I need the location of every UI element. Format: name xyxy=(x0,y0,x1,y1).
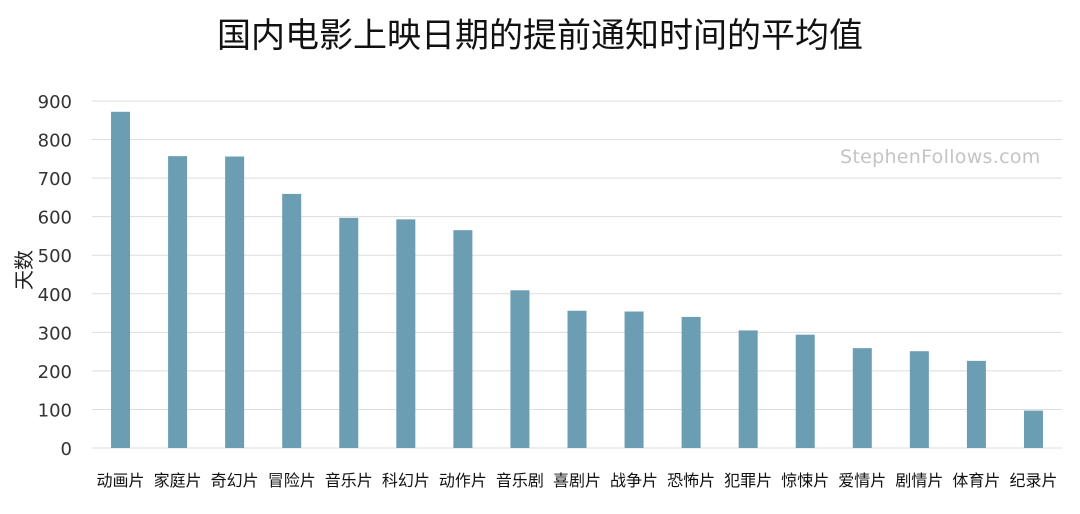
y-tick-label: 0 xyxy=(61,439,72,460)
x-tick-label: 体育片 xyxy=(952,471,1000,490)
y-tick-label: 800 xyxy=(38,131,72,152)
bar xyxy=(966,360,986,448)
x-tick-label: 喜剧片 xyxy=(553,471,601,490)
x-tick-labels: 动画片 家庭片 奇幻片 冒险片 音乐片 科幻片 动作片 音乐剧 喜剧片 战争片 恐怖片 犯罪片 惊悚片爱… xyxy=(97,471,1058,490)
bar xyxy=(624,311,644,448)
bar xyxy=(681,316,701,448)
bar xyxy=(453,230,473,448)
y-tick-label: 200 xyxy=(38,362,72,383)
x-tick-label: 冒险片 xyxy=(268,471,316,490)
x-tick-label: 科幻片 xyxy=(382,471,430,490)
watermark: StephenFollows.com xyxy=(840,146,1041,168)
chart-title: 国内电影上映日期的提前通知时间的平均值 xyxy=(217,16,863,56)
bar xyxy=(1023,410,1043,448)
x-tick-label: 犯罪片 xyxy=(724,471,772,490)
x-tick-label: 惊悚片 xyxy=(781,471,829,490)
x-tick-label: 动画片 xyxy=(97,471,145,490)
y-tick-label: 900 xyxy=(38,92,72,113)
x-tick-label: 纪录片 xyxy=(1009,471,1057,490)
bar xyxy=(339,217,359,448)
bar xyxy=(168,156,188,448)
y-tick-label: 500 xyxy=(38,246,72,267)
bar xyxy=(567,310,587,448)
x-tick-label: 战争片 xyxy=(610,471,658,490)
y-tick-label: 300 xyxy=(38,323,72,344)
x-tick-label: 爱情片 xyxy=(838,471,886,490)
y-tick-label: 400 xyxy=(38,285,72,306)
x-tick-label: 家庭片 xyxy=(154,471,202,490)
x-tick-label: 动作片 xyxy=(439,471,487,490)
y-tick-label: 600 xyxy=(38,208,72,229)
x-tick-label: 音乐片 xyxy=(325,471,373,490)
x-tick-label: 奇幻片 xyxy=(211,471,259,490)
bar xyxy=(738,330,758,448)
y-tick-label: 100 xyxy=(38,400,72,421)
bar xyxy=(510,290,530,448)
bar xyxy=(225,156,245,448)
bar xyxy=(909,351,929,448)
y-tick-labels: 0 100 200 300 400 500 600 700 800 900 xyxy=(38,92,72,460)
x-tick-label: 剧情片 xyxy=(895,471,943,490)
x-tick-label: 恐怖片 xyxy=(667,471,715,490)
bar xyxy=(111,111,131,448)
y-tick-label: 700 xyxy=(38,169,72,190)
bar xyxy=(396,219,416,448)
bar xyxy=(795,334,815,448)
x-tick-label: 音乐剧 xyxy=(496,471,544,490)
bar xyxy=(852,348,872,448)
bar xyxy=(282,193,302,448)
bars xyxy=(111,111,1043,448)
